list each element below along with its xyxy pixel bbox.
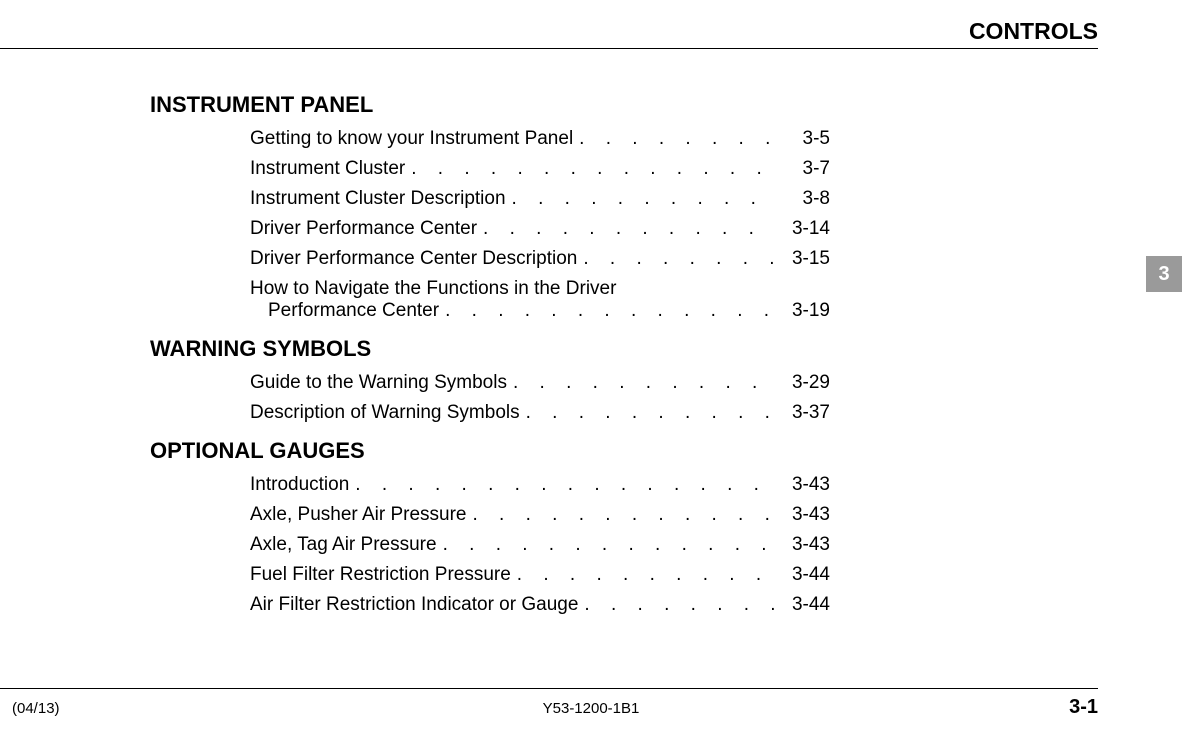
toc-title: Axle, Pusher Air Pressure	[250, 504, 466, 526]
footer-page-number: 3-1	[1069, 696, 1098, 719]
toc-entry: Air Filter Restriction Indicator or Gaug…	[250, 594, 830, 616]
toc-title: How to Navigate the Functions in the Dri…	[250, 278, 616, 300]
chapter-header: CONTROLS	[969, 18, 1098, 45]
toc-entry: Axle, Tag Air Pressure 3-43	[250, 534, 830, 556]
toc-page: 3-43	[780, 534, 830, 556]
toc-title: Introduction	[250, 474, 349, 496]
toc-title: Instrument Cluster Description	[250, 188, 506, 210]
toc-page: 3-19	[780, 300, 830, 322]
toc-page: 3-7	[780, 158, 830, 180]
toc-page: 3-5	[780, 128, 830, 150]
section-heading: INSTRUMENT PANEL	[150, 92, 830, 118]
toc-title: Fuel Filter Restriction Pressure	[250, 564, 511, 586]
toc-leader-dots	[512, 188, 774, 210]
toc-entry: Guide to the Warning Symbols 3-29	[250, 372, 830, 394]
toc-page: 3-29	[780, 372, 830, 394]
footer-doc-id: Y53-1200-1B1	[543, 700, 640, 717]
toc-entry: Getting to know your Instrument Panel 3-…	[250, 128, 830, 150]
toc-title: Axle, Tag Air Pressure	[250, 534, 437, 556]
toc-title: Instrument Cluster	[250, 158, 405, 180]
toc-leader-dots	[583, 248, 774, 270]
toc-page: 3-43	[780, 504, 830, 526]
toc-page: 3-43	[780, 474, 830, 496]
footer-date: (04/13)	[12, 700, 60, 717]
toc-title: Air Filter Restriction Indicator or Gaug…	[250, 594, 578, 616]
toc-page: 3-44	[780, 594, 830, 616]
toc-entry: How to Navigate the Functions in the Dri…	[250, 278, 830, 300]
toc-entry: Fuel Filter Restriction Pressure 3-44	[250, 564, 830, 586]
toc-leader-dots	[443, 534, 774, 556]
toc-leader-dots	[411, 158, 774, 180]
toc-leader-dots	[483, 218, 774, 240]
toc-title: Guide to the Warning Symbols	[250, 372, 507, 394]
toc-entry: Description of Warning Symbols 3-37	[250, 402, 830, 424]
toc-content: INSTRUMENT PANEL Getting to know your In…	[150, 92, 830, 624]
toc-entry: Driver Performance Center 3-14	[250, 218, 830, 240]
toc-leader-dots	[584, 594, 774, 616]
toc-page: 3-15	[780, 248, 830, 270]
toc-title: Driver Performance Center Description	[250, 248, 577, 270]
footer-rule	[0, 688, 1098, 689]
toc-leader-dots	[526, 402, 774, 424]
toc-title: Description of Warning Symbols	[250, 402, 520, 424]
toc-page: 3-8	[780, 188, 830, 210]
toc-leader-dots	[472, 504, 774, 526]
toc-entry: Instrument Cluster 3-7	[250, 158, 830, 180]
toc-entry: Introduction 3-43	[250, 474, 830, 496]
toc-entry-continuation: Performance Center 3-19	[250, 300, 830, 322]
toc-entry: Instrument Cluster Description 3-8	[250, 188, 830, 210]
toc-entry: Axle, Pusher Air Pressure 3-43	[250, 504, 830, 526]
toc-leader-dots	[513, 372, 774, 394]
toc-page: 3-37	[780, 402, 830, 424]
toc-leader-dots	[355, 474, 774, 496]
toc-page: 3-14	[780, 218, 830, 240]
section-heading: WARNING SYMBOLS	[150, 336, 830, 362]
chapter-tab: 3	[1146, 256, 1182, 292]
toc-entry: Driver Performance Center Description 3-…	[250, 248, 830, 270]
toc-leader-dots	[517, 564, 774, 586]
toc-title: Driver Performance Center	[250, 218, 477, 240]
toc-title: Performance Center	[250, 300, 439, 322]
section-heading: OPTIONAL GAUGES	[150, 438, 830, 464]
toc-leader-dots	[445, 300, 774, 322]
toc-page: 3-44	[780, 564, 830, 586]
toc-leader-dots	[579, 128, 774, 150]
header-rule	[0, 48, 1098, 49]
toc-title: Getting to know your Instrument Panel	[250, 128, 573, 150]
